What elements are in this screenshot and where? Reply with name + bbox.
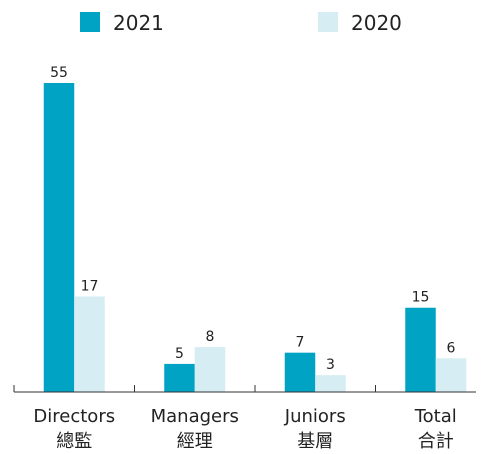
- value-label: 7: [296, 335, 305, 351]
- bar: [164, 363, 195, 392]
- legend-swatch: [80, 12, 100, 32]
- value-label: 15: [412, 290, 430, 306]
- legend-swatch: [318, 12, 338, 32]
- value-label: 55: [50, 65, 68, 81]
- value-label: 8: [206, 329, 215, 345]
- value-label: 6: [447, 340, 456, 356]
- value-label: 3: [326, 357, 335, 373]
- x-tick-label: 基層: [297, 431, 333, 452]
- bar: [435, 358, 467, 392]
- x-tick-label: Directors: [33, 406, 115, 427]
- value-label: 5: [175, 346, 184, 362]
- legend-label: 2021: [113, 11, 164, 35]
- value-label: 17: [81, 278, 99, 294]
- bar: [315, 375, 346, 392]
- x-tick-label: Juniors: [284, 406, 346, 427]
- legend-label: 2020: [351, 11, 402, 35]
- bar: [74, 296, 105, 392]
- bar: [284, 352, 316, 392]
- bar: [194, 347, 226, 392]
- x-tick-label: 合計: [418, 431, 454, 452]
- bar: [405, 307, 436, 392]
- x-tick-label: Total: [414, 406, 457, 427]
- x-tick-label: 經理: [177, 431, 213, 452]
- x-tick-label: 總監: [56, 431, 92, 452]
- bar: [43, 83, 75, 392]
- x-tick-label: Managers: [151, 406, 239, 427]
